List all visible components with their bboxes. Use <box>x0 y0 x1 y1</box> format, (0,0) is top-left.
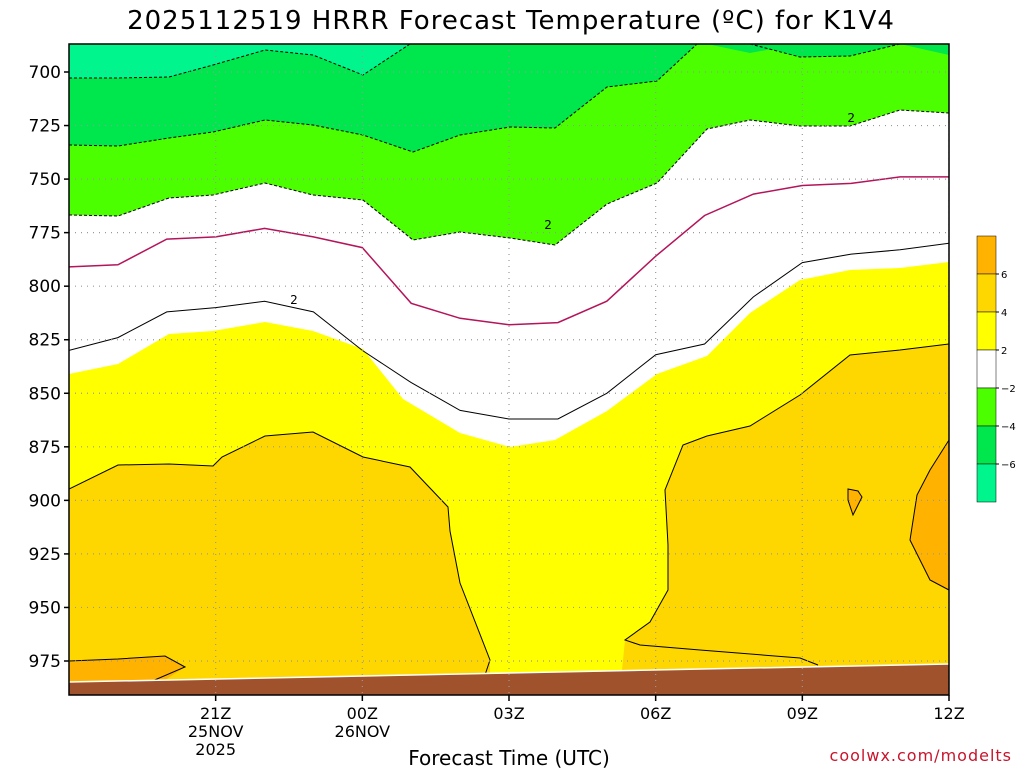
colorbar-bin <box>976 463 997 503</box>
contour-minus4-right <box>749 44 901 58</box>
contour-labels: 2 2 2 <box>290 111 855 307</box>
y-tick-label: 750 <box>29 170 61 190</box>
x-tick-label: 12Z <box>933 704 964 723</box>
contour-6-left <box>69 655 187 683</box>
band-minus6-to-minus4-right <box>707 44 949 57</box>
x-tick-date: 26NOV <box>335 722 391 741</box>
colorbar-tick-label: −4 <box>1001 422 1016 433</box>
y-tick-label: 850 <box>29 384 61 404</box>
contour-minus6 <box>69 44 411 79</box>
contour-4-left <box>69 431 491 691</box>
x-axis-label: Forecast Time (UTC) <box>408 746 610 768</box>
y-tick-label: 725 <box>29 117 61 137</box>
band-below-minus6 <box>69 44 410 78</box>
y-tick-label: 950 <box>29 598 61 618</box>
colorbar-bin <box>976 273 997 313</box>
band-4-to-6 <box>69 432 490 690</box>
x-tick-date: 25NOV <box>188 722 244 741</box>
credit-link[interactable]: coolwx.com/modelts <box>830 746 1012 765</box>
band-above-6-right <box>910 440 949 590</box>
contour-4-right <box>623 343 949 666</box>
zero-isotherm-line <box>69 176 949 326</box>
ground-fill <box>69 664 949 695</box>
grid-lines <box>69 44 949 695</box>
plot-area <box>69 44 949 695</box>
chart-title: 2025112519 HRRR Forecast Temperature (ºC… <box>127 6 895 36</box>
x-tick-label: 09Z <box>787 704 818 723</box>
y-tick-label: 925 <box>29 545 61 565</box>
colorbar: 6 4 2 −2 −4 −6 <box>976 235 1016 503</box>
contour-minus2 <box>69 109 949 246</box>
band-above-6-island <box>848 489 862 515</box>
colorbar-bin <box>976 425 997 465</box>
x-tick-label: 21Z <box>200 704 231 723</box>
colorbar-tick-label: 2 <box>1001 346 1007 357</box>
colorbar-bin <box>976 235 997 275</box>
colorbar-bin <box>976 311 997 351</box>
solid-contours <box>69 343 949 691</box>
colorbar-bin <box>976 349 997 389</box>
y-tick-label: 700 <box>29 63 61 83</box>
y-tick-label: 975 <box>29 652 61 672</box>
y-tick-label: 875 <box>29 438 61 458</box>
y-tick-label: 900 <box>29 491 61 511</box>
ground-surface-line <box>69 663 949 683</box>
y-tick-label: 775 <box>29 224 61 244</box>
x-tick-label: 00Z <box>347 704 378 723</box>
contour-6-island <box>847 488 863 517</box>
colorbar-bin <box>976 387 997 427</box>
x-tick-year: 2025 <box>195 740 236 759</box>
contour-minus4 <box>69 44 698 153</box>
y-axis: 700 725 750 775 800 825 850 875 900 925 950 975 <box>29 63 69 672</box>
colorbar-tick-label: −2 <box>1001 384 1016 395</box>
contour-6-right <box>909 439 949 591</box>
contour-label: 2 <box>847 111 855 125</box>
colorbar-tick-label: 6 <box>1001 270 1007 281</box>
x-tick-label: 03Z <box>493 704 524 723</box>
band-4-to-6-right <box>620 344 949 690</box>
colorbar-tick-label: −6 <box>1001 460 1016 471</box>
dashed-contours <box>69 44 949 246</box>
colorbar-tick-label: 4 <box>1001 308 1007 319</box>
x-tick-label: 06Z <box>640 704 671 723</box>
y-tick-label: 800 <box>29 277 61 297</box>
contour-label: 2 <box>544 218 552 232</box>
y-tick-label: 825 <box>29 331 61 351</box>
two-degree-contour-line <box>69 242 949 420</box>
contour-label: 2 <box>290 293 298 307</box>
